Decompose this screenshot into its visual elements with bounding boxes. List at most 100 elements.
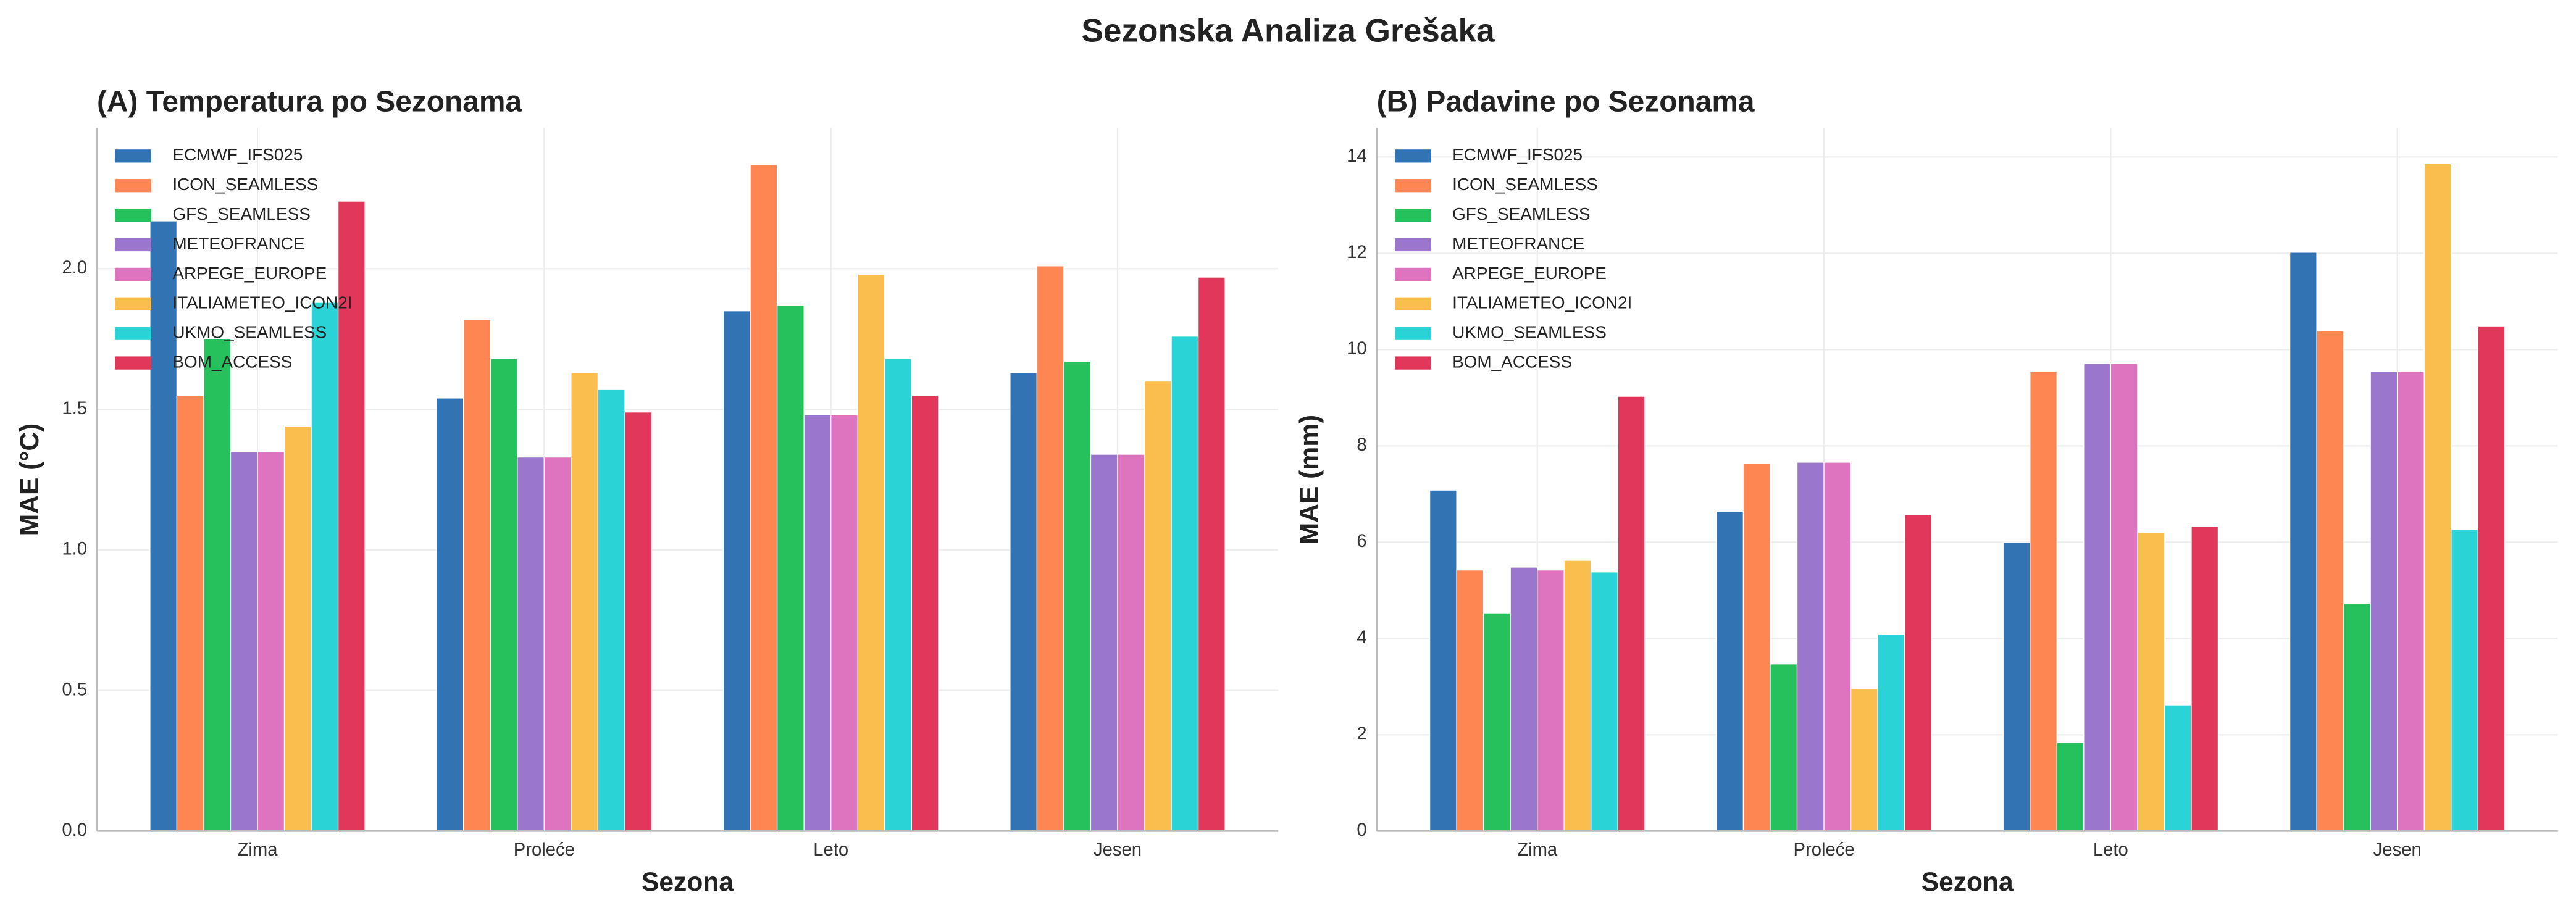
bar <box>1482 612 1511 832</box>
legend-swatch <box>115 297 151 310</box>
bar <box>2370 371 2398 832</box>
y-tick-label: 2 <box>1357 724 1366 744</box>
legend-label: ITALIAMETEO_ICON2I <box>1452 293 1632 312</box>
bar <box>230 451 258 832</box>
legend-swatch <box>115 356 151 370</box>
bar <box>750 164 778 832</box>
legend-label: ITALIAMETEO_ICON2I <box>172 293 352 312</box>
x-tick-label: Jesen <box>2373 840 2422 860</box>
bar <box>490 358 518 832</box>
bar <box>1877 633 1905 832</box>
legend-swatch <box>1394 208 1431 222</box>
bar <box>1823 462 1852 832</box>
bar <box>543 456 572 832</box>
x-tick-label: Leto <box>813 840 848 860</box>
legend-swatch <box>1394 356 1431 370</box>
x-tick-label: Zima <box>238 840 278 860</box>
bar <box>2451 528 2478 832</box>
legend-label: UKMO_SEAMLESS <box>172 323 327 342</box>
bar <box>436 398 464 832</box>
legend-swatch <box>1394 179 1431 193</box>
bar <box>203 338 232 832</box>
bar <box>257 451 285 832</box>
bar <box>2137 532 2165 832</box>
bar <box>1197 277 1226 832</box>
bar <box>722 310 751 832</box>
bar <box>911 394 939 832</box>
legend-label: GFS_SEAMLESS <box>1452 204 1590 223</box>
bar <box>1850 688 1878 832</box>
y-tick-label: 14 <box>1347 146 1367 166</box>
bar <box>2110 363 2138 832</box>
bar <box>2397 371 2425 832</box>
bar <box>1171 336 1199 832</box>
bar <box>1510 567 1538 832</box>
bar <box>2477 325 2506 832</box>
legend-swatch <box>1394 238 1431 252</box>
legend-label: ARPEGE_EUROPE <box>172 264 327 283</box>
y-tick-label: 0 <box>1357 820 1366 840</box>
y-axis-label: MAE (mm) <box>1295 415 1324 544</box>
x-axis-label: Sezona <box>1922 867 2014 897</box>
legend-swatch <box>115 208 151 222</box>
bar <box>1617 396 1646 832</box>
legend-swatch <box>115 267 151 281</box>
bar <box>830 414 858 832</box>
bar <box>884 358 912 832</box>
bar <box>1063 361 1092 832</box>
bar <box>2423 163 2452 832</box>
bar <box>2191 525 2219 832</box>
bar <box>517 456 545 832</box>
bar <box>2002 542 2031 832</box>
bar <box>857 273 885 832</box>
legend-label: GFS_SEAMLESS <box>172 204 310 223</box>
bar <box>1090 454 1118 832</box>
x-axis-label: Sezona <box>642 867 734 897</box>
y-tick-label: 12 <box>1347 243 1367 262</box>
bar <box>2056 742 2085 832</box>
legend-swatch <box>115 149 151 163</box>
bar <box>1144 380 1172 832</box>
bar <box>463 319 491 832</box>
legend-swatch <box>115 238 151 252</box>
bar <box>1537 569 1565 832</box>
y-tick-label: 2.0 <box>62 258 87 278</box>
panel-title: (B) Padavine po Sezonama <box>1377 85 1755 118</box>
bar <box>2164 704 2192 832</box>
legend-label: ECMWF_IFS025 <box>172 145 303 164</box>
y-tick-label: 0.0 <box>62 820 87 840</box>
x-tick-label: Proleće <box>514 840 575 860</box>
legend-label: METEOFRANCE <box>172 234 304 253</box>
bar <box>311 302 339 832</box>
panel-title: (A) Temperatura po Sezonama <box>97 85 522 118</box>
legend-label: BOM_ACCESS <box>1452 352 1572 371</box>
legend-swatch <box>1394 327 1431 340</box>
bar <box>1010 372 1038 832</box>
bar <box>2343 602 2371 832</box>
bar <box>2289 252 2317 832</box>
bar <box>571 372 599 832</box>
y-tick-label: 6 <box>1357 531 1366 551</box>
bar <box>624 411 653 832</box>
x-tick-label: Zima <box>1517 840 1558 860</box>
bar <box>1117 454 1145 832</box>
legend-label: METEOFRANCE <box>1452 234 1584 253</box>
bar <box>1429 489 1457 832</box>
figure-title: Sezonska Analiza Grešaka <box>1081 12 1495 49</box>
legend-label: BOM_ACCESS <box>172 352 292 371</box>
bar <box>597 389 625 832</box>
bar <box>2030 371 2057 832</box>
legend-label: ARPEGE_EUROPE <box>1452 264 1607 283</box>
y-tick-label: 8 <box>1357 435 1366 455</box>
x-tick-label: Jesen <box>1094 840 1142 860</box>
legend-swatch <box>1394 267 1431 281</box>
bar <box>1563 560 1592 832</box>
bar <box>1904 514 1932 832</box>
bar <box>149 220 178 832</box>
y-tick-label: 1.5 <box>62 399 87 418</box>
y-tick-label: 0.5 <box>62 680 87 699</box>
bar <box>1591 572 1618 832</box>
legend-swatch <box>1394 297 1431 310</box>
y-tick-label: 1.0 <box>62 539 87 559</box>
